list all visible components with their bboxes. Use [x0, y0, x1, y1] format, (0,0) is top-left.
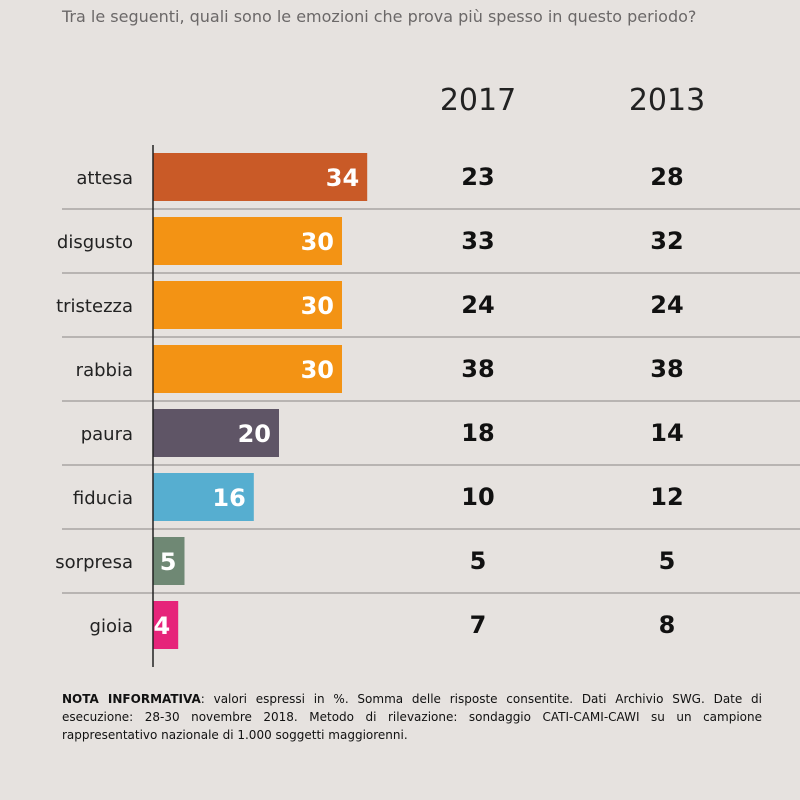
- value-2017-disgusto: 33: [461, 227, 494, 255]
- value-2017-rabbia: 38: [461, 355, 494, 383]
- bar-gioia: [153, 601, 179, 649]
- value-2017-tristezza: 24: [461, 291, 494, 319]
- bar-value-disgusto: 30: [301, 228, 334, 256]
- value-2013-paura: 14: [650, 419, 683, 447]
- category-label-paura: paura: [81, 424, 133, 445]
- value-2013-tristezza: 24: [650, 291, 683, 319]
- category-label-fiducia: fiducia: [73, 488, 133, 509]
- bar-value-sorpresa: 5: [160, 548, 177, 576]
- bar-attesa: [153, 153, 368, 201]
- bar-value-paura: 20: [238, 420, 271, 448]
- category-label-tristezza: tristezza: [56, 296, 133, 317]
- bar-rabbia: [153, 345, 342, 393]
- info-note-text: : valori espressi in %. Somma delle risp…: [62, 692, 762, 742]
- category-label-attesa: attesa: [76, 168, 133, 189]
- value-2013-gioia: 8: [659, 611, 676, 639]
- column-header-2017: 2017: [439, 83, 517, 118]
- bar-sorpresa: [153, 537, 185, 585]
- bar-value-rabbia: 30: [301, 356, 334, 384]
- info-note-label: NOTA INFORMATIVA: [62, 692, 201, 706]
- value-2013-attesa: 28: [650, 163, 683, 191]
- column-header-2013: 2013: [628, 83, 706, 118]
- bar-value-attesa: 34: [326, 164, 359, 192]
- category-label-gioia: gioia: [90, 616, 133, 637]
- value-2017-attesa: 23: [461, 163, 494, 191]
- value-2017-sorpresa: 5: [470, 547, 487, 575]
- bar-disgusto: [153, 217, 342, 265]
- bar-fiducia: [153, 473, 254, 521]
- category-label-rabbia: rabbia: [76, 360, 133, 381]
- bar-value-gioia: 4: [153, 612, 170, 640]
- bar-paura: [153, 409, 279, 457]
- category-label-sorpresa: sorpresa: [55, 552, 133, 573]
- emotions-bar-chart: 34 attesa 23 28 30 disgusto 33 32 30 tristezza 24 2…: [55, 145, 800, 667]
- info-note: NOTA INFORMATIVA: valori espressi in %. …: [62, 690, 762, 744]
- category-label-disgusto: disgusto: [57, 232, 133, 253]
- value-2013-fiducia: 12: [650, 483, 683, 511]
- survey-question: Tra le seguenti, quali sono le emozioni …: [62, 7, 697, 26]
- value-2017-gioia: 7: [470, 611, 487, 639]
- value-2017-paura: 18: [461, 419, 494, 447]
- bar-value-tristezza: 30: [301, 292, 334, 320]
- bar-tristezza: [153, 281, 342, 329]
- value-2013-sorpresa: 5: [659, 547, 676, 575]
- bar-value-fiducia: 16: [212, 484, 245, 512]
- value-2013-rabbia: 38: [650, 355, 683, 383]
- value-2013-disgusto: 32: [650, 227, 683, 255]
- value-2017-fiducia: 10: [461, 483, 494, 511]
